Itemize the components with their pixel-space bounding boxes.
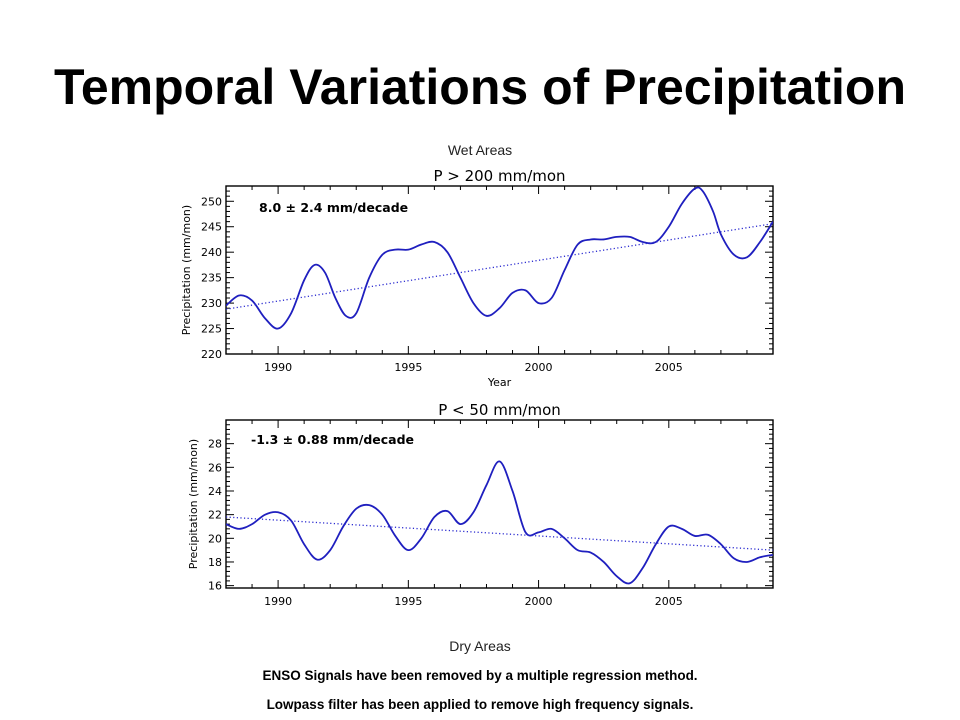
x-tick-label: 1995 bbox=[394, 595, 422, 608]
chart-dry: 1990 1995 2000 2005 16 18 20 22 24 26 28 P < 50 mm/… bbox=[187, 401, 774, 608]
y-tick-label: 18 bbox=[208, 556, 222, 569]
y-tick-label: 26 bbox=[208, 461, 222, 474]
x-tick-label: 2005 bbox=[655, 595, 683, 608]
x-tick-label: 2005 bbox=[655, 361, 683, 374]
note-lowpass: Lowpass filter has been applied to remov… bbox=[266, 697, 694, 712]
y-axis-label: Precipitation (mm/mon) bbox=[187, 439, 200, 569]
y-tick-label: 240 bbox=[201, 246, 222, 259]
x-tick-label: 1995 bbox=[394, 361, 422, 374]
plot-frame bbox=[225, 419, 774, 589]
x-tick-label: 2000 bbox=[525, 361, 553, 374]
y-tick-label: 28 bbox=[208, 438, 222, 451]
chart-wet: 1990 1995 2000 2005 220 225 230 235 240 245 250 P >… bbox=[180, 167, 774, 389]
plot-title: P < 50 mm/mon bbox=[438, 401, 561, 419]
y-tick-label: 250 bbox=[201, 195, 222, 208]
caption-dry-areas: Dry Areas bbox=[449, 638, 511, 654]
y-tick-label: 24 bbox=[208, 485, 222, 498]
trend-line bbox=[226, 516, 773, 551]
y-axis-label: Precipitation (mm/mon) bbox=[180, 205, 193, 335]
plot-title: P > 200 mm/mon bbox=[433, 167, 565, 185]
x-tick-label: 2000 bbox=[525, 595, 553, 608]
x-tick-label: 1990 bbox=[264, 595, 292, 608]
y-tick-label: 20 bbox=[208, 532, 222, 545]
slide-title: Temporal Variations of Precipitation bbox=[53, 59, 907, 115]
trend-line bbox=[226, 223, 773, 310]
y-tick-label: 225 bbox=[201, 323, 222, 336]
trend-annotation: -1.3 ± 0.88 mm/decade bbox=[251, 432, 414, 447]
y-tick-label: 16 bbox=[208, 580, 222, 593]
caption-wet-areas: Wet Areas bbox=[447, 142, 513, 158]
x-axis-label: Year bbox=[487, 376, 512, 389]
x-tick-label: 1990 bbox=[264, 361, 292, 374]
y-tick-label: 235 bbox=[201, 272, 222, 285]
y-tick-label: 220 bbox=[201, 348, 222, 361]
precipitation-series-line bbox=[226, 186, 773, 330]
note-enso: ENSO Signals have been removed by a mult… bbox=[262, 668, 698, 683]
plot-frame bbox=[225, 185, 774, 355]
y-tick-label: 22 bbox=[208, 509, 222, 522]
trend-annotation: 8.0 ± 2.4 mm/decade bbox=[259, 200, 408, 215]
y-tick-label: 230 bbox=[201, 297, 222, 310]
y-tick-label: 245 bbox=[201, 221, 222, 234]
precipitation-series-line bbox=[226, 460, 773, 585]
